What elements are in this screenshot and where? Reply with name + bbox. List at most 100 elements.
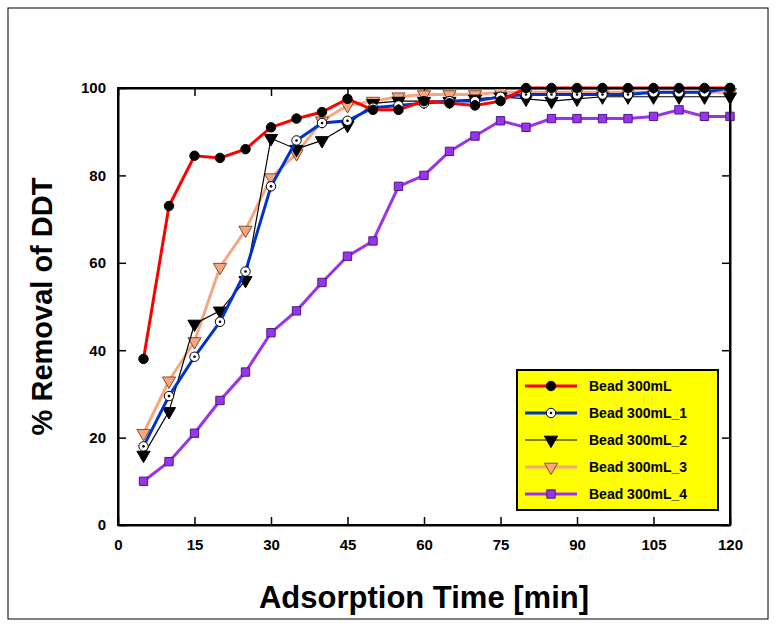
tick-mark <box>722 350 730 352</box>
series <box>137 89 737 441</box>
tick-mark <box>118 175 126 177</box>
tick-label: 20 <box>89 429 106 446</box>
marker <box>165 457 173 465</box>
marker <box>368 105 377 114</box>
tick-label: 90 <box>569 536 586 553</box>
marker-dot <box>219 320 222 323</box>
marker <box>190 352 199 361</box>
tick-label: 100 <box>81 79 106 96</box>
marker-dot <box>346 119 349 122</box>
marker <box>445 147 453 155</box>
tick-mark <box>271 517 273 525</box>
legend-marker <box>546 408 555 417</box>
marker <box>139 354 148 363</box>
marker-dot <box>142 445 145 448</box>
marker <box>522 123 530 131</box>
legend-marker <box>547 490 555 498</box>
marker <box>343 94 352 103</box>
legend-marker <box>544 463 557 474</box>
marker-dot <box>627 93 630 96</box>
marker <box>343 116 352 125</box>
legend: Bead 300mL Bead 300mL_1 Bead 300mL_2 Bead 3… <box>517 370 718 510</box>
tick-mark <box>722 175 730 177</box>
legend-label: Bead 300mL_3 <box>589 459 687 475</box>
marker <box>598 114 606 122</box>
series <box>137 93 737 463</box>
marker <box>164 391 173 400</box>
tick: 80 <box>89 167 126 184</box>
tick: 75 <box>493 517 510 553</box>
marker-dot <box>193 355 196 358</box>
tick: 40 <box>89 342 126 359</box>
tick <box>271 88 272 96</box>
tick-label: 120 <box>718 536 743 553</box>
marker <box>264 134 277 145</box>
marker <box>139 442 148 451</box>
marker <box>394 182 402 190</box>
legend-marker <box>544 436 557 447</box>
marker <box>675 106 683 114</box>
legend-line <box>525 412 577 415</box>
marker <box>445 99 454 108</box>
marker <box>317 107 326 116</box>
legend-label: Bead 300mL_1 <box>589 405 687 421</box>
marker <box>292 114 301 123</box>
marker <box>573 114 581 122</box>
tick <box>722 175 730 176</box>
series-line <box>144 88 731 359</box>
legend-label: Bead 300mL_4 <box>589 486 687 502</box>
marker <box>239 226 252 237</box>
marker <box>215 153 224 162</box>
series <box>139 83 735 363</box>
tick-mark <box>722 263 730 265</box>
tick <box>195 88 196 96</box>
marker <box>266 182 275 191</box>
tick-label: 0 <box>114 536 122 553</box>
marker <box>547 114 555 122</box>
marker <box>241 267 250 276</box>
marker <box>343 252 351 260</box>
tick-mark <box>424 517 426 525</box>
tick: 60 <box>416 517 433 553</box>
marker <box>315 137 328 148</box>
chart: 0153045607590105120020406080100Adsorptio… <box>0 0 777 628</box>
marker <box>649 112 657 120</box>
tick <box>722 438 730 439</box>
marker-dot <box>270 185 273 188</box>
tick-mark <box>271 88 273 96</box>
tick-mark <box>653 517 655 525</box>
tick: 105 <box>641 517 666 553</box>
marker <box>417 97 430 108</box>
tick-mark <box>722 437 730 439</box>
tick-label: 80 <box>89 167 106 184</box>
tick: 60 <box>89 254 126 271</box>
marker <box>470 101 479 110</box>
x-axis: 0153045607590105120 <box>114 517 743 553</box>
tick-mark <box>500 517 502 525</box>
tick-label: 60 <box>416 536 433 553</box>
y-axis: 0 20 40 60 80 100 <box>81 79 126 533</box>
tick-mark <box>118 263 126 265</box>
marker <box>292 307 300 315</box>
tick-label: 40 <box>89 342 106 359</box>
legend-label: Bead 300mL_2 <box>589 432 687 448</box>
marker <box>266 123 275 132</box>
marker-dot <box>576 93 579 96</box>
marker <box>213 263 226 274</box>
marker <box>496 96 505 105</box>
tick-label: 30 <box>263 536 280 553</box>
tick: 30 <box>263 517 280 553</box>
marker <box>190 151 199 160</box>
tick-label: 0 <box>98 516 106 533</box>
marker <box>241 368 249 376</box>
legend-marker <box>546 381 555 390</box>
tick: 15 <box>187 517 204 553</box>
marker-dot <box>550 93 553 96</box>
legend-label: Bead 300mL <box>589 378 672 394</box>
marker <box>624 114 632 122</box>
tick-label: 105 <box>641 536 666 553</box>
x-axis-title: Adsorption Time [min] <box>259 580 589 615</box>
tick-mark <box>118 437 126 439</box>
marker <box>137 451 150 462</box>
tick <box>722 350 730 351</box>
